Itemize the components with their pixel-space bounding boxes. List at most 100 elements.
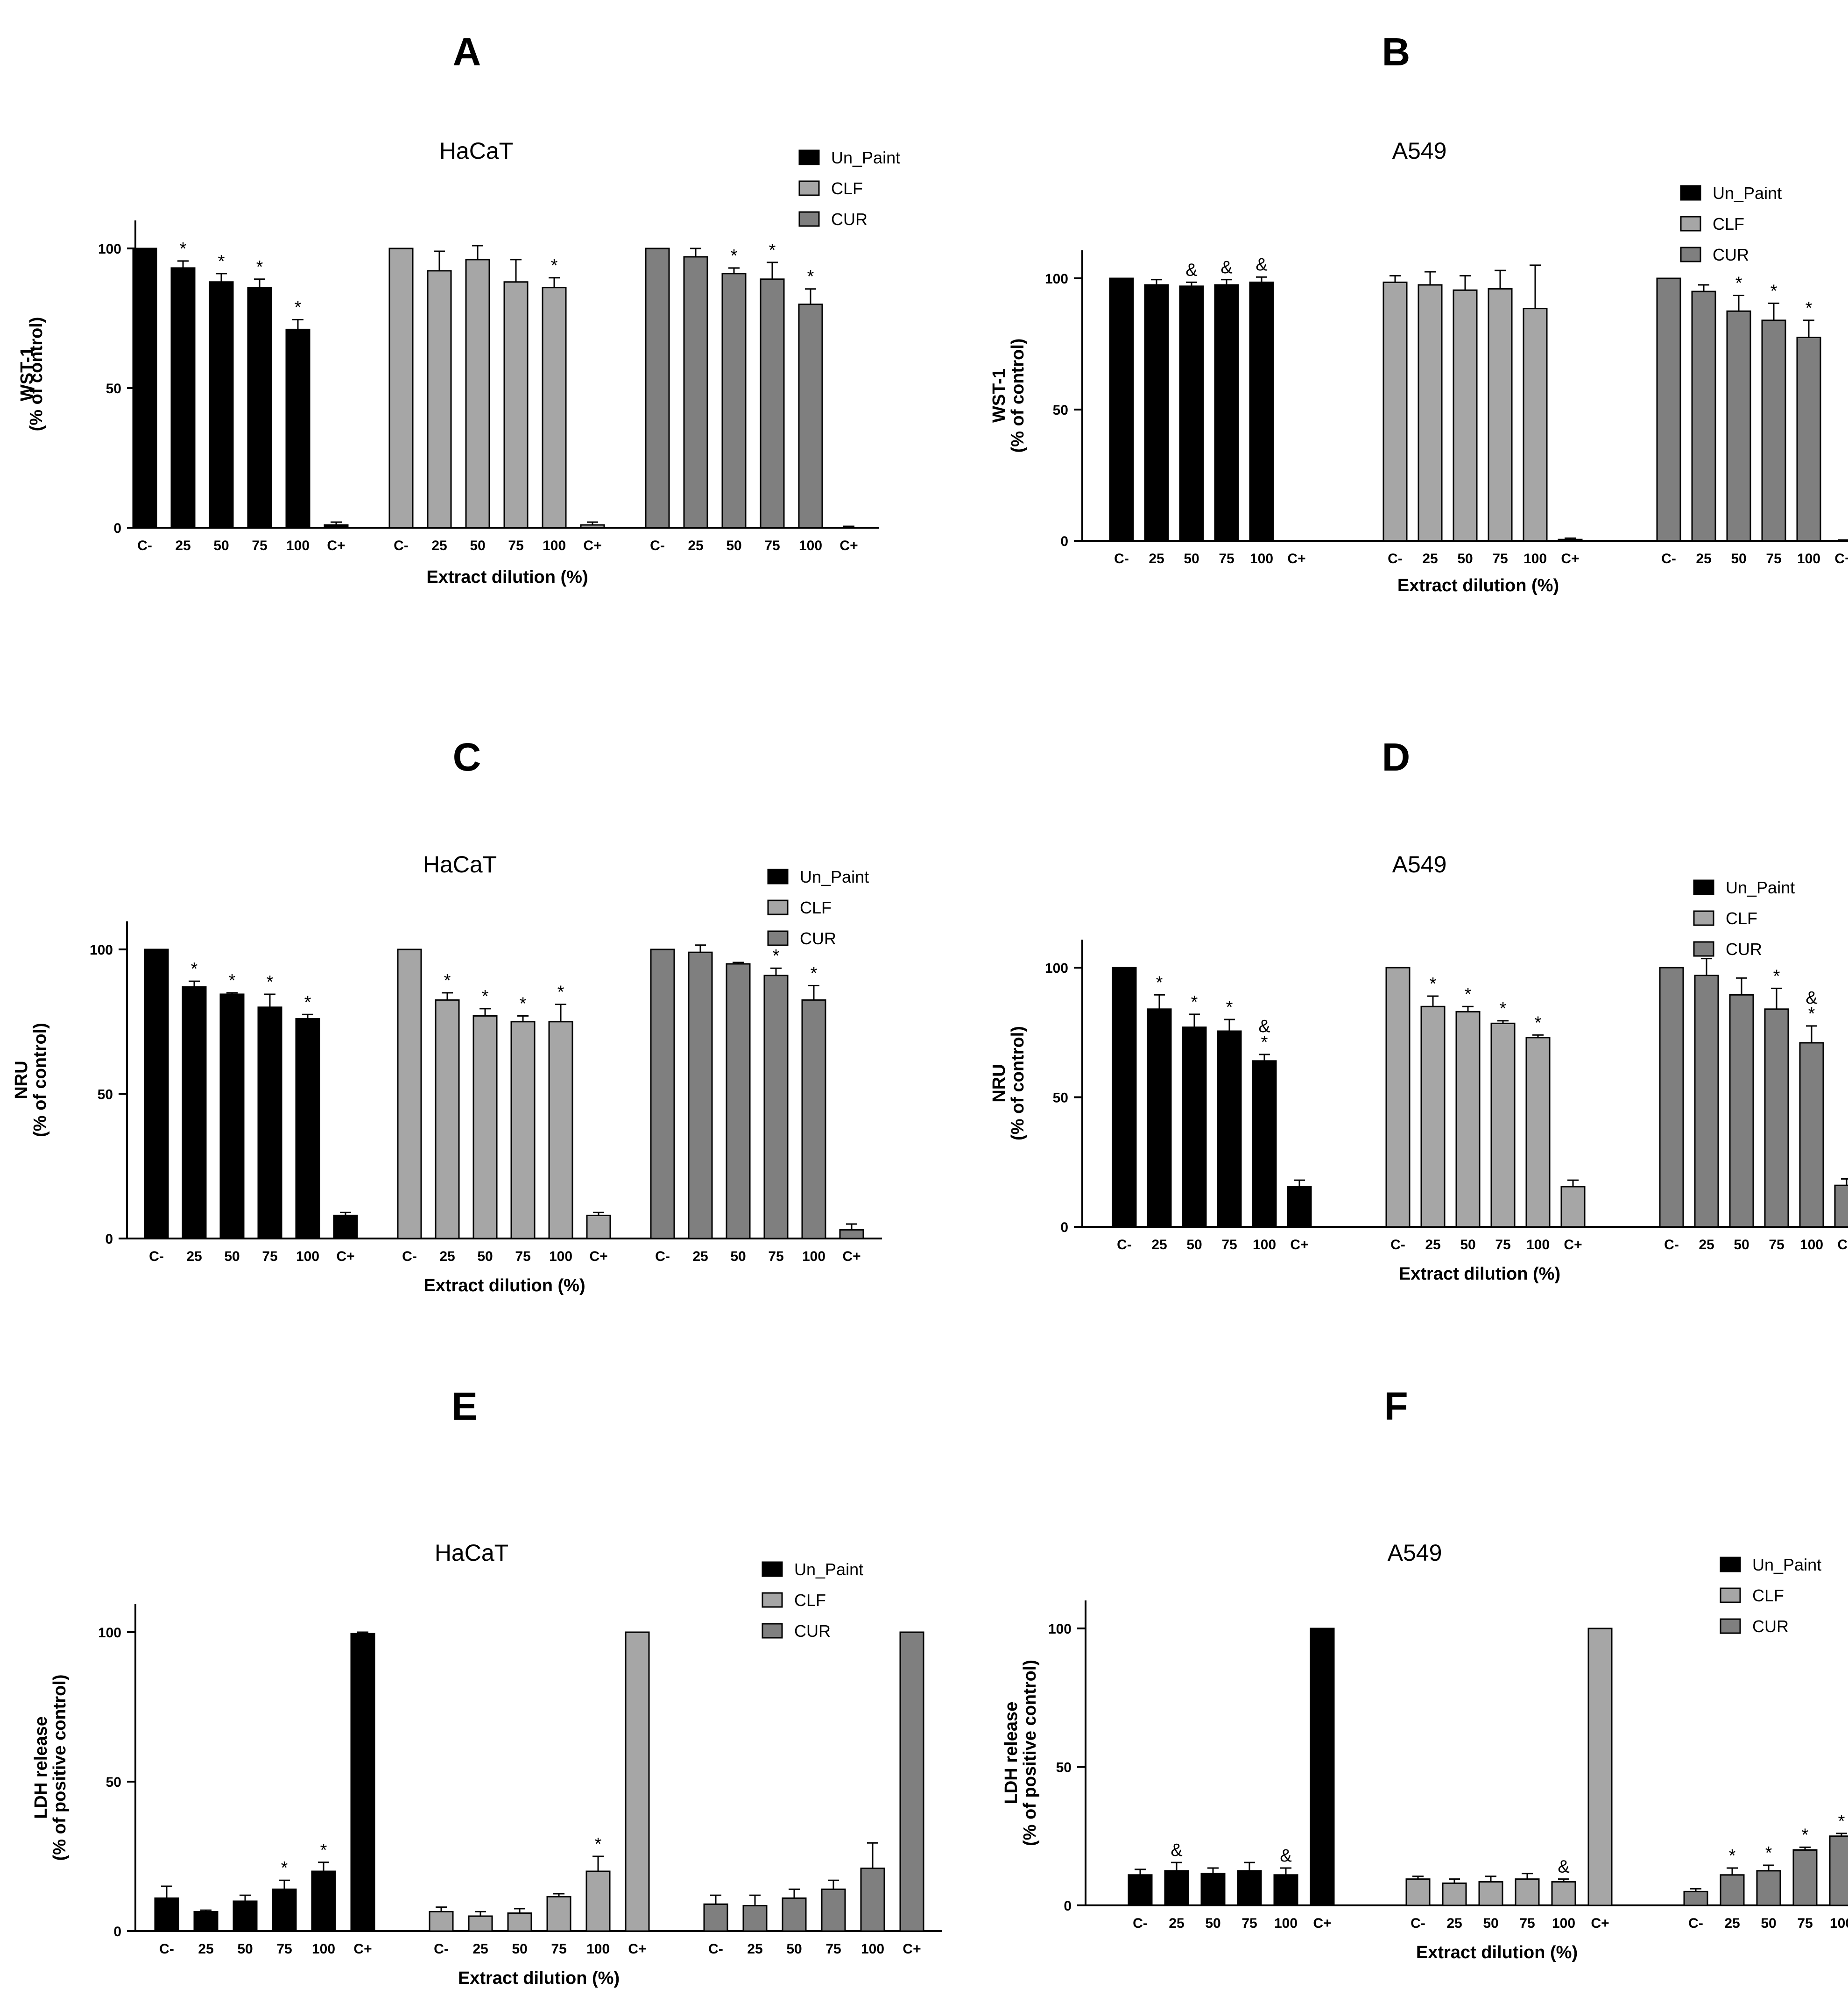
x-tick-label: 75 xyxy=(1241,1916,1257,1931)
legend-swatch-cur xyxy=(1693,941,1714,957)
bar-cur-50 xyxy=(1756,1870,1781,1906)
significance-marker: * xyxy=(1806,298,1813,318)
bar-clf-25 xyxy=(468,1915,493,1932)
bar-clf-25 xyxy=(427,270,452,529)
bar-cur-25 xyxy=(1691,290,1716,542)
bar-clf-75 xyxy=(510,1021,536,1239)
significance-marker: * xyxy=(191,959,198,979)
chart-title: HaCaT xyxy=(439,138,513,164)
x-tick-label: 25 xyxy=(431,538,447,553)
bar-clf-C- xyxy=(429,1911,454,1932)
legend-swatch-cur xyxy=(1680,247,1701,262)
bar-clf-C- xyxy=(397,948,422,1239)
x-tick-label: 25 xyxy=(175,538,190,553)
y-tick-label: 0 xyxy=(1060,534,1068,549)
bar-cur-25 xyxy=(1694,975,1719,1228)
bar-clf-C+ xyxy=(580,524,605,529)
y-tick-label: 0 xyxy=(113,1924,121,1939)
x-tick-label: 75 xyxy=(252,538,267,553)
bar-clf-100 xyxy=(1525,1037,1551,1228)
x-tick-label: C+ xyxy=(1313,1916,1331,1931)
y-tick-label: 50 xyxy=(1056,1760,1072,1776)
x-tick-label: 75 xyxy=(276,1941,292,1957)
bar-clf-75 xyxy=(503,281,529,529)
significance-marker: * xyxy=(1838,1812,1845,1831)
x-tick-label: 25 xyxy=(1696,551,1711,566)
x-tick-label: 75 xyxy=(1492,551,1508,566)
x-tick-label: C+ xyxy=(353,1941,372,1957)
x-tick-label: 50 xyxy=(1460,1237,1475,1253)
bar-cur-25 xyxy=(742,1905,768,1932)
bar-cur-100 xyxy=(1799,1042,1824,1228)
x-tick-label: 50 xyxy=(512,1941,527,1957)
bar-cur-50 xyxy=(726,963,751,1239)
x-tick-label: 100 xyxy=(802,1249,825,1264)
legend-label: CLF xyxy=(794,1591,826,1610)
legend-swatch-un_paint xyxy=(767,869,789,885)
x-tick-label: C+ xyxy=(1837,1237,1848,1253)
significance-marker: * xyxy=(444,971,451,991)
bar-cur-75 xyxy=(821,1888,846,1932)
x-tick-label: 25 xyxy=(1425,1237,1440,1253)
bar-clf-C+ xyxy=(586,1214,611,1239)
x-tick-label: C+ xyxy=(903,1941,921,1957)
bar-clf-75 xyxy=(1488,288,1513,542)
x-tick-label: 25 xyxy=(186,1249,202,1264)
significance-marker: * xyxy=(1430,974,1437,994)
legend-label: CLF xyxy=(1752,1586,1784,1605)
x-tick-label: 25 xyxy=(1724,1916,1740,1931)
bar-clf-25 xyxy=(1420,1005,1446,1228)
bar-un_paint-100 xyxy=(311,1870,336,1932)
bar-cur-50 xyxy=(1726,310,1751,542)
x-tick-label: 75 xyxy=(515,1249,530,1264)
x-tick-label: 25 xyxy=(747,1941,762,1957)
legend-label: CUR xyxy=(1713,245,1749,264)
chart-title: A549 xyxy=(1388,1540,1442,1566)
x-tick-label: 50 xyxy=(477,1249,493,1264)
x-tick-label: C- xyxy=(1688,1916,1703,1931)
significance-marker: & xyxy=(1280,1846,1291,1866)
x-tick-label: 50 xyxy=(1205,1916,1220,1931)
bar-cur-C- xyxy=(650,948,675,1239)
chart-title: HaCaT xyxy=(423,851,497,878)
bar-cur-C- xyxy=(1656,277,1681,542)
legend-swatch-clf xyxy=(1693,910,1714,926)
bar-un_paint-C- xyxy=(1109,277,1134,542)
bar-cur-100 xyxy=(860,1868,885,1932)
bar-un_paint-25 xyxy=(1147,1008,1172,1228)
bar-un_paint-25 xyxy=(193,1911,219,1932)
y-tick-label: 100 xyxy=(98,241,121,257)
bar-un_paint-50 xyxy=(1182,1026,1207,1228)
x-tick-label: C+ xyxy=(336,1249,354,1264)
legend-label: CUR xyxy=(831,210,868,229)
x-tick-label: 50 xyxy=(726,538,741,553)
x-tick-label: 100 xyxy=(286,538,310,553)
x-tick-label: C- xyxy=(1390,1237,1405,1253)
legend-label: CLF xyxy=(1713,214,1744,234)
x-tick-label: 25 xyxy=(688,538,703,553)
x-tick-label: C- xyxy=(650,538,665,553)
significance-marker: * xyxy=(1500,999,1507,1019)
x-tick-label: C+ xyxy=(1564,1237,1582,1253)
bar-un_paint-C+ xyxy=(333,1214,358,1239)
x-tick-label: C+ xyxy=(1561,551,1579,566)
x-tick-label: 50 xyxy=(470,538,485,553)
x-tick-label: 50 xyxy=(213,538,229,553)
legend-label: Un_Paint xyxy=(1726,878,1795,897)
bar-un_paint-C- xyxy=(154,1897,179,1932)
significance-marker: * xyxy=(1773,966,1780,986)
x-axis-label: Extract dilution (%) xyxy=(423,1276,585,1295)
y-axis-label: LDH release xyxy=(1002,1702,1021,1805)
x-tick-label: 75 xyxy=(1769,1237,1784,1253)
bar-un_paint-C- xyxy=(144,948,169,1239)
x-tick-label: 100 xyxy=(543,538,566,553)
x-tick-label: C- xyxy=(149,1249,164,1264)
y-tick-label: 100 xyxy=(98,1625,121,1641)
legend-swatch-un_paint xyxy=(1693,879,1714,895)
significance-marker: * xyxy=(773,946,780,966)
bar-cur-100 xyxy=(1829,1835,1848,1906)
significance-marker: * xyxy=(769,241,776,260)
x-tick-label: 50 xyxy=(1186,1237,1202,1253)
x-tick-label: C- xyxy=(1661,551,1676,566)
bar-cur-C+ xyxy=(1834,1184,1848,1228)
